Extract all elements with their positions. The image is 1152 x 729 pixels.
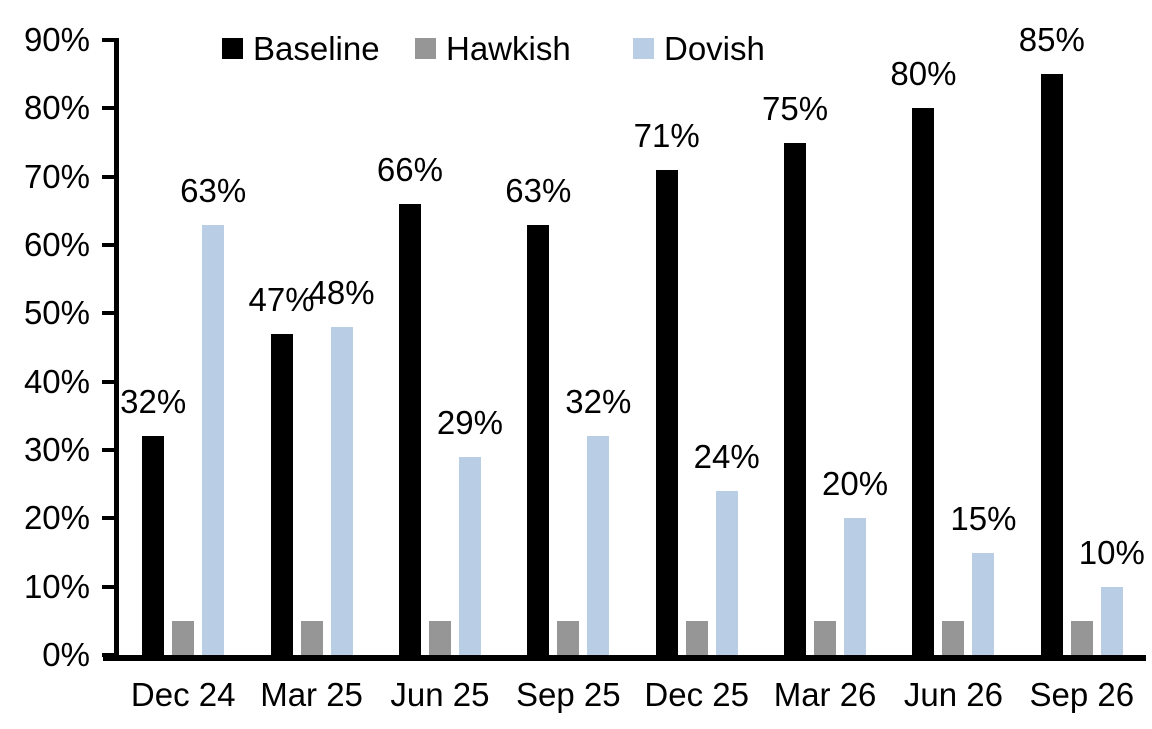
legend-item-hawkish: Hawkish [415,26,571,70]
y-tick-label: 80% [23,89,90,127]
y-tick-label: 30% [23,431,90,468]
legend-item-baseline: Baseline [222,26,380,70]
y-tick-mark [102,584,114,589]
baseline-bar [655,169,678,655]
x-tick-label: Dec 25 [644,676,749,713]
y-tick-label: 0% [42,636,90,673]
dovish-bar-label: 63% [180,171,247,209]
baseline-bar-label: 63% [505,171,572,209]
hawkish-bar [172,620,195,655]
y-tick-label: 70% [23,157,90,195]
hawkish-bar [942,620,965,655]
y-tick-mark [102,243,114,247]
dovish-bar [587,436,610,655]
baseline-bar-label: 47% [248,280,315,318]
dovish-bar [330,327,353,655]
y-tick-label: 10% [23,567,90,605]
baseline-bar [784,142,807,655]
x-axis-line [103,655,1146,661]
dovish-bar-label: 24% [693,438,760,475]
dovish-bar [1100,586,1123,655]
baseline-bar [1040,74,1063,655]
y-tick-mark [102,653,114,657]
dovish-bar-label: 32% [565,383,632,421]
baseline-bar [270,333,293,655]
dovish-bar [844,518,867,655]
legend-label-baseline: Baseline [253,29,380,67]
baseline-bar [398,204,421,655]
hawkish-bar [557,620,580,655]
x-tick-label: Jun 25 [390,676,490,713]
legend: Baseline Hawkish Dovish [0,26,1152,70]
hawkish-swatch-icon [415,37,436,59]
hawkish-bar [685,620,708,655]
y-tick-label: 20% [23,499,90,537]
dovish-bar-label: 29% [436,403,503,441]
x-tick-label: Mar 25 [260,676,363,713]
dovish-bar-label: 10% [1078,533,1145,571]
dovish-bar [972,552,995,655]
dovish-bar [458,456,481,655]
legend-item-dovish: Dovish [633,26,765,70]
hawkish-bar [1070,620,1093,655]
x-tick-label: Jun 26 [903,676,1003,713]
baseline-bar-label: 85% [1018,21,1085,59]
y-tick-mark [102,38,114,42]
bar-group: 75% 20% [762,40,888,655]
x-tick-label: Dec 24 [130,676,236,713]
y-tick-mark [102,106,114,111]
y-tick-mark [102,516,114,521]
bar-group: 63% 32% [505,40,631,655]
y-tick-label: 60% [23,226,90,263]
x-tick-label: Mar 26 [773,676,877,713]
dovish-bar [715,491,738,655]
baseline-bar [527,224,550,655]
baseline-swatch-icon [222,37,243,59]
legend-label-dovish: Dovish [664,29,765,67]
bar-group: 85% 10% [1019,23,1145,655]
bar-group: 80% 15% [890,40,1016,655]
bar-group: 66% 29% [377,40,503,655]
hawkish-bar [814,620,837,655]
y-tick-label: 50% [23,294,90,332]
baseline-bar-label: 66% [376,151,443,188]
y-tick-label: 40% [23,362,90,400]
y-tick-mark [102,174,114,179]
y-tick-mark [102,448,114,452]
bar-group: 71% 24% [634,40,760,655]
baseline-bar-label: 71% [633,116,700,154]
y-tick-label: 90% [23,21,90,58]
dovish-bar-label: 48% [308,274,375,311]
baseline-bar [142,436,165,655]
hawkish-bar [300,620,323,655]
x-tick-label: Sep 25 [516,676,621,713]
bar-group: 47% 48% [249,40,375,655]
plot-area: 32% 63% 47% 48% 66% 29% 63% 32% 71% 24% 75% 20% 80% 1… [119,23,1146,655]
bar-group: 32% 63% [120,40,246,655]
hawkish-bar [428,620,451,655]
dovish-bar-label: 20% [822,465,889,503]
y-axis-line [114,38,119,661]
y-tick-mark [102,379,114,384]
dovish-swatch-icon [633,37,654,59]
baseline-bar-label: 32% [120,383,187,421]
y-tick-mark [102,311,114,316]
dovish-bar-label: 15% [950,499,1017,537]
dovish-bar [202,224,225,655]
legend-label-hawkish: Hawkish [446,29,571,67]
baseline-bar-label: 75% [762,89,829,127]
baseline-bar-label: 80% [890,55,957,93]
x-tick-label: Sep 26 [1029,676,1135,713]
baseline-bar [912,108,935,655]
